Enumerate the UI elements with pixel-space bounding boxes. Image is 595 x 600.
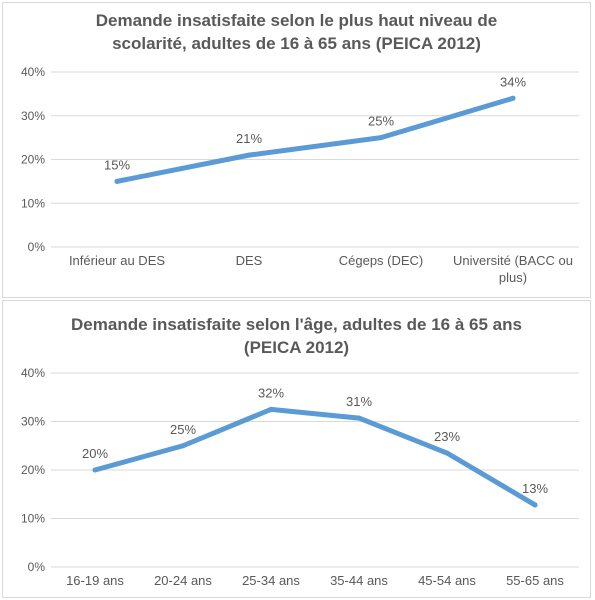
y-tick-label: 10% — [21, 196, 45, 210]
chart-panel-age: Demande insatisfaite selon l'âge, adulte… — [2, 300, 591, 598]
x-tick-label: DES — [236, 253, 263, 268]
data-label: 13% — [522, 481, 548, 496]
x-tick-label: 35-44 ans — [330, 573, 388, 588]
chart-title-line: (PEICA 2012) — [243, 338, 350, 357]
y-tick-label: 20% — [21, 463, 45, 477]
chart-panel-education: Demande insatisfaite selon le plus haut … — [2, 2, 591, 298]
data-label: 15% — [104, 157, 130, 172]
x-tick-label: plus) — [499, 270, 527, 285]
y-tick-label: 40% — [21, 366, 45, 380]
y-tick-label: 40% — [21, 65, 45, 79]
data-point — [532, 502, 538, 508]
x-tick-label: Cégeps (DEC) — [339, 253, 424, 268]
x-tick-label: Université (BACC ou — [453, 253, 573, 268]
data-label: 34% — [500, 74, 526, 89]
data-point — [246, 152, 252, 158]
chart-title-line: Demande insatisfaite selon le plus haut … — [95, 11, 498, 30]
y-tick-label: 20% — [21, 153, 45, 167]
y-tick-label: 10% — [21, 512, 45, 526]
data-point — [114, 178, 120, 184]
data-point — [268, 406, 274, 412]
line-chart-age: 0% 10% 20% 30% 40% 16-19 ans 20-24 ans 25-34 an… — [21, 366, 579, 588]
x-tick-label: 45-54 ans — [418, 573, 476, 588]
data-label: 25% — [368, 114, 394, 129]
data-point — [378, 135, 384, 141]
data-point — [444, 450, 450, 456]
data-point — [92, 467, 98, 473]
data-point — [510, 95, 516, 101]
data-label: 21% — [236, 131, 262, 146]
chart-title-line: scolarité, adultes de 16 à 65 ans (PEICA… — [112, 34, 481, 53]
data-label: 31% — [346, 394, 372, 409]
x-tick-label: 25-34 ans — [242, 573, 300, 588]
x-tick-label: Inférieur au DES — [69, 253, 165, 268]
chart-title: Demande insatisfaite selon l'âge, adulte… — [3, 313, 590, 359]
data-label: 23% — [434, 429, 460, 444]
y-tick-label: 30% — [21, 415, 45, 429]
data-point — [356, 415, 362, 421]
series-line — [114, 95, 516, 184]
y-tick-label: 0% — [28, 240, 46, 254]
data-label: 32% — [258, 385, 284, 400]
series-line — [92, 406, 538, 508]
data-point — [180, 443, 186, 449]
line-chart-education: 0% 10% 20% 30% 40% Inférieur au DES DES Cégeps … — [21, 65, 579, 285]
x-tick-label: 55-65 ans — [506, 573, 564, 588]
y-tick-label: 30% — [21, 109, 45, 123]
x-tick-label: 20-24 ans — [154, 573, 212, 588]
x-tick-label: 16-19 ans — [66, 573, 124, 588]
chart-title-line: Demande insatisfaite selon l'âge, adulte… — [71, 315, 522, 334]
data-label: 20% — [82, 446, 108, 461]
data-label: 25% — [170, 422, 196, 437]
chart-title: Demande insatisfaite selon le plus haut … — [3, 9, 590, 55]
y-tick-label: 0% — [28, 560, 46, 574]
